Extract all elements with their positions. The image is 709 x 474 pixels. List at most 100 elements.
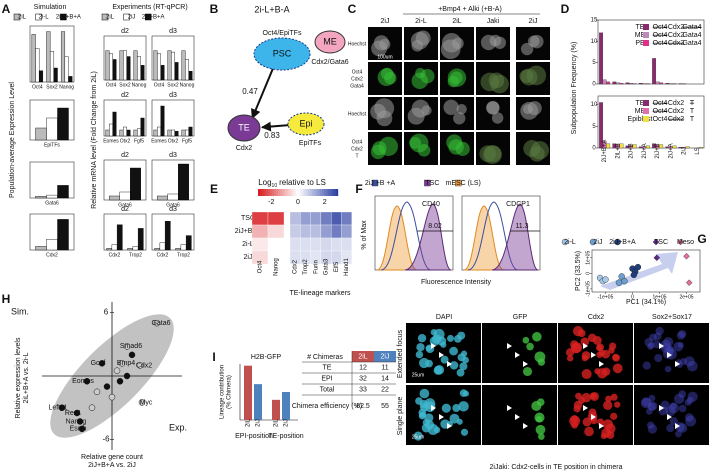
- gene-label: Nanog: [66, 418, 87, 425]
- x-tick-label: Oct4: [32, 84, 43, 90]
- nucleus: [670, 402, 677, 409]
- colorbar-cell: [284, 189, 286, 196]
- colony: [531, 141, 549, 159]
- bar: [58, 185, 69, 198]
- nucleus: [538, 358, 545, 365]
- colorbar-title-part: Log: [258, 178, 271, 187]
- panel-letter: G: [697, 232, 706, 246]
- colony: [489, 73, 505, 89]
- colorbar-cell: [318, 189, 320, 196]
- bar: [244, 366, 252, 420]
- colorbar-cell: [276, 189, 278, 196]
- node-label: EpiTFs: [299, 140, 322, 147]
- legend-marker: Oct4: [653, 40, 668, 47]
- bar: [39, 71, 43, 82]
- x-tick-label: Eomes: [103, 138, 119, 144]
- table-cell: 32: [359, 375, 367, 382]
- point: [117, 378, 123, 384]
- x-tick-label: Sox2: [119, 82, 131, 88]
- nucleus: [419, 358, 429, 368]
- y-tick-label: 10: [591, 39, 598, 45]
- node-label: Cdx2/Gata6: [311, 59, 348, 66]
- colorbar-cell: [298, 189, 300, 196]
- bar: [178, 164, 189, 200]
- point: [114, 368, 120, 374]
- nucleus: [609, 343, 616, 350]
- x-tick-label: 2iJ: [682, 147, 688, 155]
- nucleus: [574, 401, 582, 409]
- bar: [613, 82, 617, 84]
- table-cell: 12: [359, 364, 367, 371]
- x-tick-label: 2iJ+B: [655, 143, 661, 158]
- panel-letter: E: [210, 182, 218, 196]
- x-tick-label: Trop2: [129, 252, 142, 258]
- row-label: T: [355, 153, 358, 159]
- nucleus: [594, 368, 600, 374]
- legend-label: 2iJ: [594, 239, 603, 246]
- bar: [109, 54, 113, 80]
- bar: [666, 83, 670, 84]
- x-tick-label: 2iJ+B: [629, 143, 635, 158]
- x-tick-label: LS: [695, 147, 701, 154]
- table-cell: TE: [323, 364, 332, 371]
- y-axis-label: % of Max: [361, 220, 368, 250]
- node-id: ME: [323, 36, 337, 46]
- bar: [157, 54, 161, 80]
- y-tick-label: 15: [591, 18, 598, 24]
- bar: [137, 129, 141, 136]
- panel-letter: A: [2, 2, 11, 16]
- gene-label: Smad6: [120, 343, 142, 350]
- heat-cell: [268, 238, 284, 251]
- bar: [186, 236, 191, 250]
- bar: [254, 384, 262, 420]
- scale-bar: 100um: [377, 54, 392, 60]
- table-header: 2iJ: [381, 353, 390, 360]
- colorbar-cell: [316, 189, 318, 196]
- bar: [185, 130, 189, 136]
- bar: [36, 196, 47, 198]
- nucleus: [532, 332, 542, 342]
- nucleus: [449, 347, 458, 356]
- row-label: Oct4: [352, 139, 363, 145]
- colony: [494, 37, 506, 49]
- bar: [123, 51, 127, 80]
- bar: [69, 76, 73, 82]
- colorbar-cell: [332, 189, 334, 196]
- nucleus: [571, 422, 578, 429]
- bar: [161, 106, 165, 136]
- x-axis-label: 2iJ+B+A vs. 2iJ: [88, 462, 136, 469]
- colony: [408, 108, 425, 125]
- nucleus: [679, 405, 686, 412]
- heat-cell: [321, 238, 331, 251]
- nucleus: [582, 369, 592, 379]
- x-tick-label: 2iL: [246, 418, 252, 427]
- heat-cell: [290, 212, 300, 225]
- table-cell: 22: [381, 386, 389, 393]
- bar: [109, 196, 120, 200]
- group-label: EPI-position: [235, 433, 273, 440]
- nucleus: [605, 396, 612, 403]
- heat-cell: [252, 212, 268, 225]
- legend-swatch: [643, 108, 649, 114]
- nucleus: [590, 393, 597, 400]
- table-cell: 82.5: [356, 403, 370, 410]
- legend-marker: T: [690, 100, 695, 107]
- colorbar-cell: [314, 189, 316, 196]
- nucleus: [606, 424, 616, 434]
- micrograph: [482, 323, 557, 383]
- bar: [36, 128, 47, 140]
- column-label: Cdx2: [588, 314, 604, 321]
- colorbar-cell: [300, 189, 302, 196]
- x-tick-label: Gata6: [45, 200, 59, 206]
- nucleus: [452, 404, 460, 412]
- column-label: Nanog: [274, 258, 280, 276]
- colony: [381, 68, 393, 80]
- point: [104, 384, 110, 390]
- bar: [141, 118, 145, 136]
- micrograph: [482, 385, 557, 445]
- legend-label: Meso: [677, 239, 694, 246]
- colony: [486, 101, 500, 115]
- legend-marker: T: [690, 116, 695, 123]
- bar: [113, 112, 117, 136]
